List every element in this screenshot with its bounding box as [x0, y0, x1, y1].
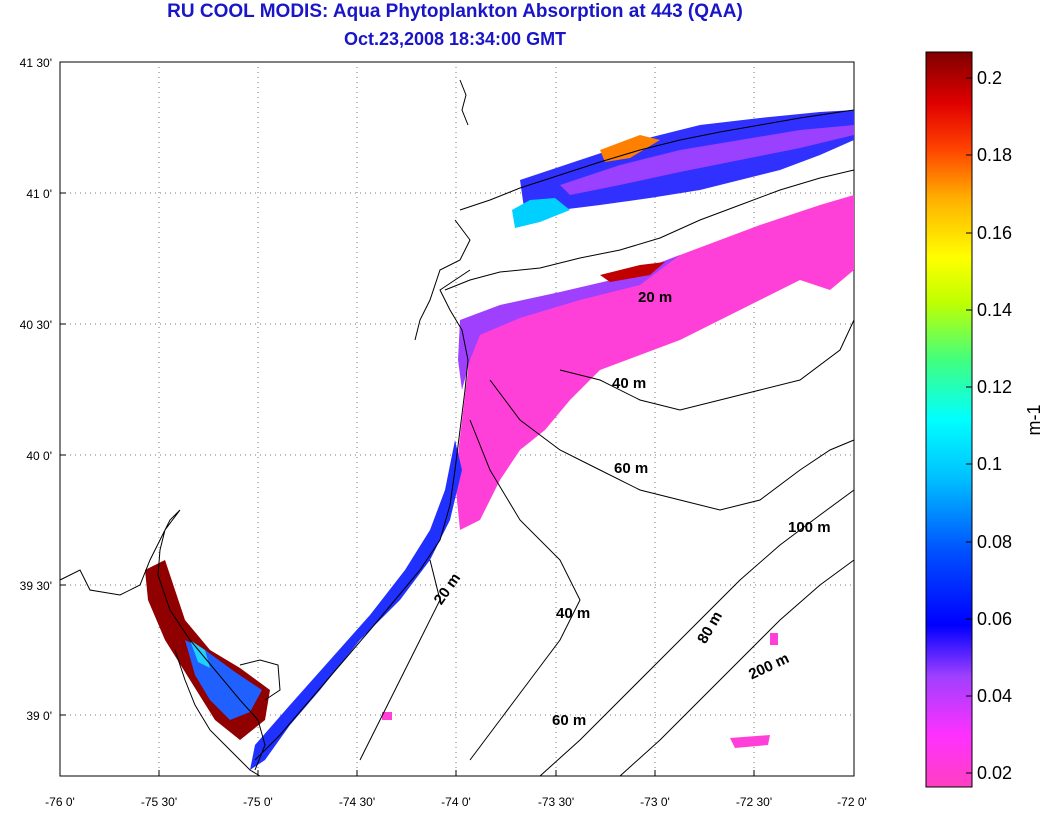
contour-label-40m-north: 40 m [612, 375, 646, 392]
ny-harbor-red [600, 262, 665, 282]
lon-tick-label: -74 0' [441, 795, 471, 809]
colorbar-tick: 0.16 [977, 223, 1012, 243]
contour-label-60m-north: 60 m [614, 460, 648, 477]
contour-label-40m-south: 40 m [556, 605, 590, 622]
lon-tick-label: -75 30' [141, 795, 177, 809]
lat-labels: 41 30' 41 0' 40 30' 40 0' 39 30' 39 0' [20, 56, 52, 723]
map-area: 20 m 40 m 60 m 100 m 20 m 40 m 80 m 200 … [20, 56, 867, 809]
plume-magenta [455, 195, 854, 530]
contour-label-100m: 100 m [788, 519, 831, 536]
lon-labels: -76 0' -75 30' -75 0' -74 30' -74 0' -73… [45, 795, 867, 809]
lon-tick-label: -72 0' [837, 795, 867, 809]
graticule [60, 62, 854, 776]
lon-tick-label: -76 0' [45, 795, 75, 809]
contour-label-20m-north: 20 m [638, 289, 672, 306]
colorbar: 0.2 0.18 0.16 0.14 0.12 0.1 0.08 0.06 0.… [925, 51, 1044, 788]
sound-band-violet [560, 125, 854, 195]
colorbar-tick: 0.2 [977, 68, 1002, 88]
colorbar-tick: 0.08 [977, 532, 1012, 552]
plume-violet [458, 255, 680, 390]
lon-tick-label: -74 30' [339, 795, 375, 809]
sound-band-cyan [512, 198, 570, 228]
colorbar-tick: 0.02 [977, 763, 1012, 783]
lat-tick-label: 41 0' [26, 187, 52, 201]
colorbar-tick: 0.14 [977, 300, 1012, 320]
colorbar-tick: 0.18 [977, 145, 1012, 165]
lat-tick-label: 41 30' [20, 56, 52, 70]
colorbar-tick: 0.04 [977, 686, 1012, 706]
delaware-bay-cyan [190, 640, 210, 668]
colorbar-gradient [925, 51, 973, 788]
map-title: RU COOL MODIS: Aqua Phytoplankton Absorp… [167, 1, 743, 22]
map-subtitle: Oct.23,2008 18:34:00 GMT [343, 29, 567, 49]
lat-tick-label: 40 0' [26, 449, 52, 463]
lat-tick-label: 40 30' [20, 318, 52, 332]
contour-label-60m-south: 60 m [552, 712, 586, 729]
lon-tick-label: -73 0' [640, 795, 670, 809]
colorbar-tick: 0.1 [977, 454, 1002, 474]
lat-tick-label: 39 0' [26, 709, 52, 723]
lat-tick-label: 39 30' [20, 579, 52, 593]
axis-ticks [59, 61, 855, 776]
lon-tick-label: -73 30' [538, 795, 574, 809]
colorbar-tick: 0.12 [977, 377, 1012, 397]
lon-tick-label: -72 30' [736, 795, 772, 809]
colorbar-unit-label: m-1 [1024, 405, 1044, 436]
coastlines [59, 79, 855, 777]
colorbar-tick: 0.06 [977, 609, 1012, 629]
sound-band-orange [600, 135, 660, 162]
coastal-strip-blue [250, 440, 462, 770]
lon-tick-label: -75 0' [243, 795, 273, 809]
